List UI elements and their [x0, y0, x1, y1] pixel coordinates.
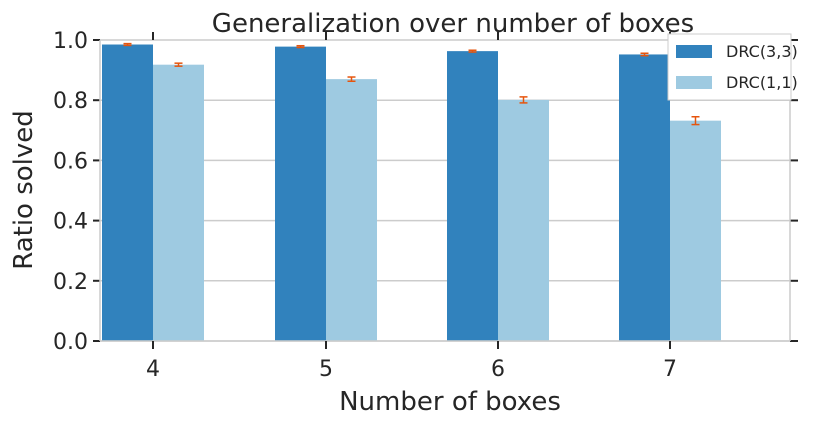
- bar-drc11-7: [670, 120, 721, 341]
- x-tick-label: 5: [319, 357, 333, 382]
- y-tick-label: 0.0: [53, 330, 88, 355]
- bar-drc33-7: [619, 54, 670, 342]
- legend-label-drc11: DRC(1,1): [726, 73, 798, 92]
- y-tick-label: 0.4: [53, 210, 88, 235]
- error-bars: [123, 42, 700, 126]
- bar-drc33-4: [102, 44, 153, 341]
- legend-swatch-drc33: [676, 45, 712, 58]
- bar-drc11-6: [498, 99, 549, 341]
- y-tick-label: 0.8: [53, 89, 88, 114]
- chart-title: Generalization over number of boxes: [212, 9, 694, 39]
- x-tick-label: 7: [663, 357, 677, 382]
- y-tick-label: 0.6: [53, 149, 88, 174]
- legend-label-drc33: DRC(3,3): [726, 42, 798, 61]
- x-tick-label: 6: [491, 357, 505, 382]
- legend: DRC(3,3) DRC(1,1): [667, 33, 798, 101]
- y-tick-label: 0.2: [53, 270, 88, 295]
- x-axis-label: Number of boxes: [339, 387, 561, 417]
- y-tick-label: 1.0: [53, 29, 88, 54]
- bar-drc33-5: [275, 46, 326, 341]
- bar-drc11-5: [326, 79, 377, 341]
- bars: [102, 44, 721, 342]
- bar-drc33-6: [447, 51, 498, 342]
- x-tick-label: 4: [146, 357, 160, 382]
- legend-swatch-drc11: [676, 76, 712, 89]
- y-axis-label: Ratio solved: [9, 110, 39, 270]
- bar-drc11-4: [153, 64, 204, 341]
